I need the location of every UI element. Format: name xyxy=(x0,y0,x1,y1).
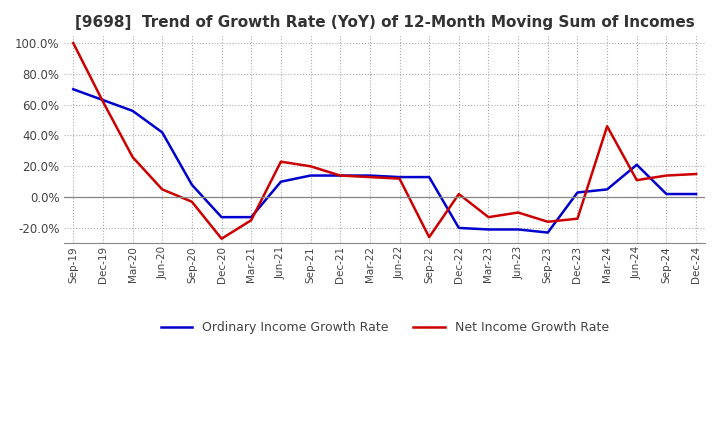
Ordinary Income Growth Rate xyxy=(514,227,523,232)
Net Income Growth Rate xyxy=(306,164,315,169)
Net Income Growth Rate xyxy=(158,187,166,192)
Net Income Growth Rate xyxy=(395,176,404,181)
Ordinary Income Growth Rate xyxy=(454,225,463,231)
Net Income Growth Rate xyxy=(573,216,582,221)
Legend: Ordinary Income Growth Rate, Net Income Growth Rate: Ordinary Income Growth Rate, Net Income … xyxy=(156,316,613,339)
Line: Ordinary Income Growth Rate: Ordinary Income Growth Rate xyxy=(73,89,696,233)
Ordinary Income Growth Rate xyxy=(662,191,671,197)
Ordinary Income Growth Rate xyxy=(366,173,374,178)
Ordinary Income Growth Rate xyxy=(99,97,107,103)
Net Income Growth Rate xyxy=(128,154,137,160)
Ordinary Income Growth Rate xyxy=(544,230,552,235)
Ordinary Income Growth Rate xyxy=(573,190,582,195)
Ordinary Income Growth Rate xyxy=(128,108,137,114)
Net Income Growth Rate xyxy=(692,171,701,176)
Net Income Growth Rate xyxy=(188,199,197,204)
Net Income Growth Rate xyxy=(603,124,611,129)
Line: Net Income Growth Rate: Net Income Growth Rate xyxy=(73,43,696,239)
Net Income Growth Rate xyxy=(544,219,552,224)
Net Income Growth Rate xyxy=(662,173,671,178)
Ordinary Income Growth Rate xyxy=(336,173,344,178)
Ordinary Income Growth Rate xyxy=(217,215,226,220)
Net Income Growth Rate xyxy=(632,177,641,183)
Net Income Growth Rate xyxy=(276,159,285,164)
Ordinary Income Growth Rate xyxy=(188,182,197,187)
Ordinary Income Growth Rate xyxy=(276,179,285,184)
Net Income Growth Rate xyxy=(366,174,374,180)
Net Income Growth Rate xyxy=(336,173,344,178)
Ordinary Income Growth Rate xyxy=(306,173,315,178)
Net Income Growth Rate xyxy=(484,215,492,220)
Ordinary Income Growth Rate xyxy=(632,162,641,167)
Net Income Growth Rate xyxy=(425,235,433,240)
Ordinary Income Growth Rate xyxy=(425,174,433,180)
Net Income Growth Rate xyxy=(247,218,256,223)
Ordinary Income Growth Rate xyxy=(158,130,166,135)
Title: [9698]  Trend of Growth Rate (YoY) of 12-Month Moving Sum of Incomes: [9698] Trend of Growth Rate (YoY) of 12-… xyxy=(75,15,695,30)
Net Income Growth Rate xyxy=(99,99,107,104)
Ordinary Income Growth Rate xyxy=(395,174,404,180)
Ordinary Income Growth Rate xyxy=(692,191,701,197)
Ordinary Income Growth Rate xyxy=(69,87,78,92)
Net Income Growth Rate xyxy=(514,210,523,215)
Net Income Growth Rate xyxy=(454,191,463,197)
Ordinary Income Growth Rate xyxy=(484,227,492,232)
Net Income Growth Rate xyxy=(69,40,78,46)
Ordinary Income Growth Rate xyxy=(247,215,256,220)
Net Income Growth Rate xyxy=(217,236,226,242)
Ordinary Income Growth Rate xyxy=(603,187,611,192)
